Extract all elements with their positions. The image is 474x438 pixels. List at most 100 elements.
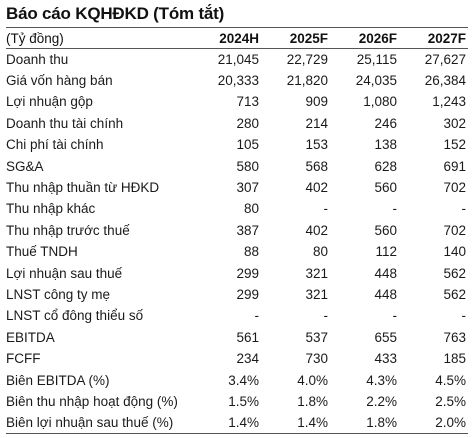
row-value: 4.5%	[435, 372, 466, 388]
table-row: Thu nhập khác 80 - - -	[6, 198, 468, 219]
row-value: 713	[236, 94, 259, 110]
row-value: 80	[243, 201, 259, 217]
row-value: 299	[236, 286, 259, 302]
row-value: 561	[236, 329, 259, 345]
row-value: 280	[236, 115, 259, 131]
table-row: Biên lợi nhuận sau thuế (%) 1.4% 1.4% 1.8% 2…	[6, 412, 468, 434]
table-row: Biên thu nhập hoạt động (%) 1.5% 1.8% 2.2% 2…	[6, 391, 468, 412]
table-row: EBITDA 561 537 655 763	[6, 327, 468, 348]
row-value: 1.8%	[366, 415, 397, 431]
row-value: 580	[236, 158, 259, 174]
income-statement-table: (Tỷ đồng) 2024H 2025F 2026F 2027F Doanh …	[6, 27, 468, 434]
row-label: Giá vốn hàng bán	[6, 73, 113, 89]
row-value: 26,384	[424, 73, 466, 89]
row-value: 21,045	[217, 51, 259, 67]
row-value: 25,115	[356, 51, 397, 67]
table-row: LNST cổ đông thiểu số - - - -	[6, 305, 468, 326]
row-value: 321	[305, 265, 328, 281]
column-header-2026f: 2026F	[358, 30, 397, 46]
row-label: Lợi nhuận sau thuế	[6, 265, 123, 281]
row-value: 20,333	[217, 73, 259, 89]
row-value: 568	[305, 158, 328, 174]
table-row: Thu nhập thuần từ HĐKD 307 402 560 702	[6, 177, 468, 198]
row-value: -	[323, 308, 329, 324]
row-value: 730	[305, 351, 328, 367]
row-label: Thu nhập thuần từ HĐKD	[6, 180, 160, 196]
row-label: Doanh thu	[6, 51, 69, 67]
row-value: 4.0%	[297, 372, 328, 388]
row-value: -	[254, 308, 260, 324]
row-label: Doanh thu tài chính	[6, 115, 124, 131]
row-value: 80	[312, 244, 328, 260]
table-body: Doanh thu 21,045 22,729 25,115 27,627 Giá vốn…	[6, 49, 468, 434]
row-value: 2.2%	[366, 393, 397, 409]
row-value: 3.4%	[228, 372, 259, 388]
table-row: Doanh thu tài chính 280 214 246 302	[6, 113, 468, 134]
table-row: FCFF 234 730 433 185	[6, 348, 468, 369]
row-value: 1.8%	[297, 393, 328, 409]
row-label: Lợi nhuận gộp	[6, 94, 93, 110]
row-label: LNST cổ đông thiểu số	[6, 308, 144, 324]
row-value: 152	[443, 137, 466, 153]
row-value: 628	[374, 158, 397, 174]
table-row: Chi phí tài chính 105 153 138 152	[6, 134, 468, 155]
row-value: 537	[305, 329, 328, 345]
unit-label: (Tỷ đồng)	[6, 30, 64, 46]
row-value: 214	[305, 115, 328, 131]
row-value: 763	[443, 329, 466, 345]
row-label: FCFF	[6, 351, 41, 367]
row-value: 402	[305, 180, 328, 196]
row-value: 27,627	[424, 51, 466, 67]
row-value: 702	[443, 222, 466, 238]
row-value: 448	[374, 286, 397, 302]
table-row: Lợi nhuận sau thuế 299 321 448 562	[6, 262, 468, 283]
row-value: 112	[375, 244, 397, 260]
row-label: Biên thu nhập hoạt động (%)	[6, 393, 178, 409]
row-value: 387	[236, 222, 259, 238]
table-row: LNST công ty mẹ 299 321 448 562	[6, 284, 468, 305]
column-header-2025f: 2025F	[289, 30, 328, 46]
row-value: -	[461, 201, 467, 217]
table-row: Doanh thu 21,045 22,729 25,115 27,627	[6, 49, 468, 70]
row-value: 402	[305, 222, 328, 238]
table-header: (Tỷ đồng) 2024H 2025F 2026F 2027F	[6, 27, 468, 49]
row-value: 4.3%	[366, 372, 397, 388]
report-title: Báo cáo KQHĐKD (Tóm tắt)	[6, 4, 225, 23]
table-row: Lợi nhuận gộp 713 909 1,080 1,243	[6, 91, 468, 112]
row-value: -	[392, 308, 398, 324]
row-value: 562	[443, 286, 466, 302]
row-value: 433	[374, 351, 397, 367]
row-value: 246	[374, 115, 397, 131]
table-row: Thu nhập trước thuế 387 402 560 702	[6, 220, 468, 241]
row-label: LNST công ty mẹ	[6, 286, 111, 302]
row-value: 153	[305, 137, 328, 153]
row-value: 185	[443, 351, 466, 367]
row-value: 655	[374, 329, 397, 345]
row-value: 691	[443, 158, 466, 174]
row-value: 562	[443, 265, 466, 281]
row-value: 702	[443, 180, 466, 196]
row-value: -	[461, 308, 467, 324]
row-value: 1,243	[432, 94, 466, 110]
row-value: 1.4%	[228, 415, 259, 431]
row-label: Biên EBITDA (%)	[6, 372, 110, 388]
row-value: 560	[374, 222, 397, 238]
row-label: EBITDA	[6, 329, 55, 345]
row-value: 2.0%	[435, 415, 466, 431]
row-value: -	[392, 201, 398, 217]
column-header-2024h: 2024H	[219, 30, 259, 46]
row-value: 22,729	[286, 51, 328, 67]
row-label: Chi phí tài chính	[6, 137, 104, 153]
row-value: 321	[305, 286, 328, 302]
table-row: Biên EBITDA (%) 3.4% 4.0% 4.3% 4.5%	[6, 369, 468, 390]
row-value: 560	[374, 180, 397, 196]
row-value: 2.5%	[435, 393, 466, 409]
row-label: Thu nhập trước thuế	[6, 222, 130, 238]
row-value: 140	[443, 244, 466, 260]
row-value: 448	[374, 265, 397, 281]
column-header-2027f: 2027F	[427, 30, 466, 46]
row-label: Biên lợi nhuận sau thuế (%)	[6, 415, 174, 431]
table-row: SG&A 580 568 628 691	[6, 155, 468, 176]
row-label: Thuế TNDH	[6, 244, 78, 260]
